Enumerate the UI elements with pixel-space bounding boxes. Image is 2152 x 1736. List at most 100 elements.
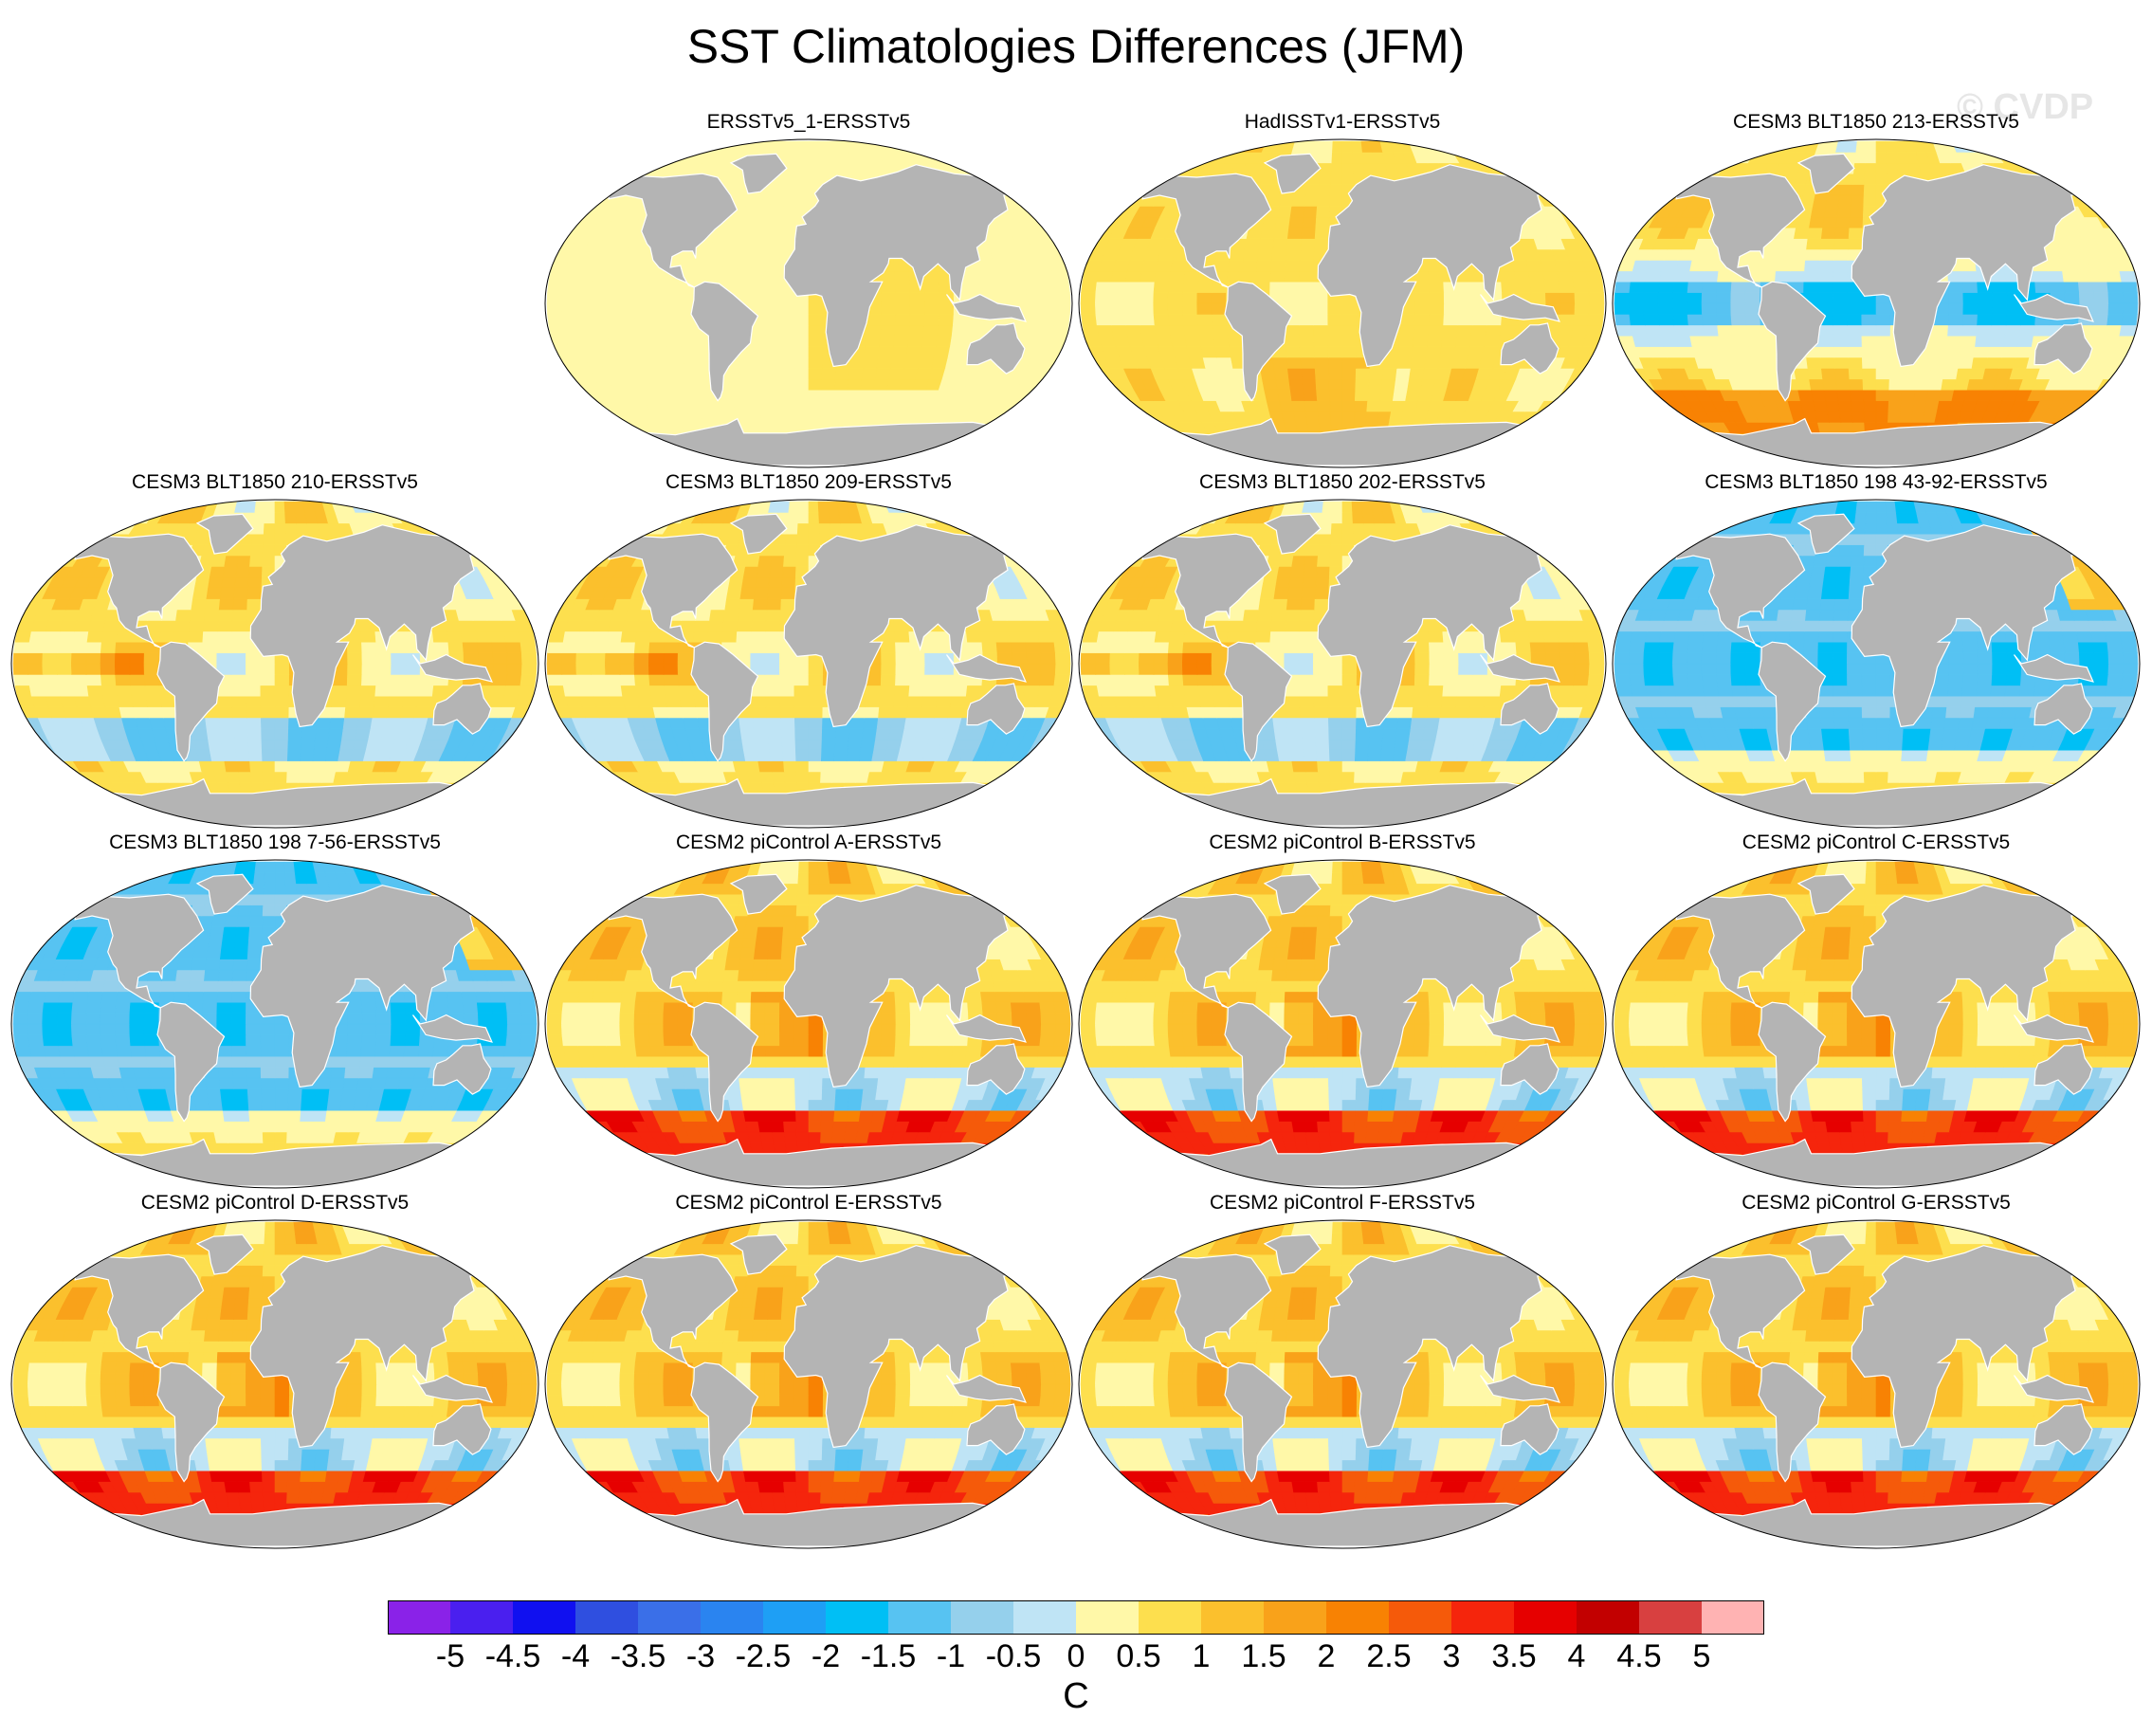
sst-cell (1299, 260, 1315, 272)
sst-cell (222, 749, 238, 761)
sst-cell (808, 173, 821, 185)
sst-difference-map (1078, 138, 1607, 468)
sst-cell (751, 260, 767, 272)
sst-cell (1305, 411, 1320, 423)
sst-cell (1541, 184, 1563, 196)
sst-cell (1760, 260, 1778, 272)
sst-cell (1646, 335, 1665, 347)
sst-cell (102, 501, 125, 513)
sst-cell (1643, 281, 1660, 293)
sst-cell (739, 238, 755, 250)
sst-cell (1082, 324, 1100, 337)
sst-cell (684, 728, 702, 740)
sst-cell (820, 400, 834, 412)
sst-cell (56, 652, 73, 665)
sst-cell (72, 522, 95, 535)
sst-cell (1806, 356, 1822, 369)
sst-cell (191, 598, 208, 611)
sst-cell (1437, 356, 1454, 369)
sst-cell (796, 173, 810, 185)
sst-cell (1789, 270, 1805, 283)
sst-cell (923, 314, 940, 326)
sst-cell (217, 620, 233, 632)
map-border (10, 499, 539, 829)
sst-cell (1094, 302, 1111, 315)
sst-cell (1283, 422, 1299, 434)
sst-cell (666, 454, 687, 466)
sst-cell (2033, 270, 2051, 283)
sst-cell (1257, 248, 1273, 261)
sst-cell (1985, 356, 2002, 369)
sst-cell (219, 587, 236, 599)
sst-cell (977, 260, 995, 272)
sst-cell (1748, 346, 1765, 358)
sst-cell (1886, 162, 1899, 174)
sst-cell (1200, 140, 1221, 153)
sst-cell (1262, 378, 1278, 391)
sst-cell (192, 587, 209, 599)
sst-cell (254, 501, 266, 513)
sst-cell (143, 652, 159, 665)
sst-cell (741, 739, 757, 751)
sst-cell (1312, 302, 1329, 315)
sst-cell (234, 739, 249, 751)
sst-cell (588, 771, 611, 783)
sst-cell (299, 760, 314, 773)
sst-cell (1543, 281, 1560, 293)
sst-cell (1694, 454, 1717, 466)
sst-cell (768, 739, 783, 751)
sst-cell (1354, 389, 1369, 401)
sst-cell (230, 652, 246, 665)
sst-cell (1286, 227, 1304, 239)
sst-cell (721, 630, 738, 643)
sst-cell (149, 717, 166, 729)
sst-cell (1214, 346, 1231, 358)
sst-cell (1973, 346, 1990, 358)
sst-cell (1630, 324, 1648, 337)
sst-cell (764, 292, 780, 304)
sst-cell (1854, 152, 1867, 164)
sst-cell (414, 512, 436, 524)
sst-cell (312, 749, 328, 761)
sst-cell (1865, 152, 1877, 164)
sst-cell (1933, 314, 1949, 326)
sst-cell (2034, 162, 2056, 174)
sst-cell (684, 368, 702, 380)
sst-cell (620, 270, 638, 283)
sst-cell (1221, 454, 1240, 466)
sst-cell (1457, 314, 1474, 326)
sst-cell (978, 162, 1000, 174)
sst-cell (1211, 292, 1227, 304)
sst-cell (764, 630, 781, 643)
sst-cell (1125, 324, 1142, 337)
sst-cell (1183, 270, 1200, 283)
sst-cell (238, 771, 252, 783)
sst-cell (1745, 324, 1762, 337)
sst-cell (1299, 335, 1315, 347)
sst-cell (1823, 206, 1839, 218)
sst-cell (1039, 641, 1056, 653)
sst-cell (1541, 411, 1563, 423)
sst-cell (848, 356, 866, 369)
sst-cell (236, 555, 251, 567)
sst-cell (783, 411, 797, 423)
sst-cell (560, 652, 577, 665)
sst-cell (1123, 302, 1140, 315)
sst-cell (104, 706, 122, 719)
sst-cell (679, 260, 696, 272)
sst-cell (787, 152, 799, 164)
sst-cell (1330, 173, 1343, 185)
sst-cell (560, 292, 577, 304)
sst-cell (677, 314, 694, 326)
sst-cell (1211, 140, 1231, 153)
sst-cell (633, 302, 649, 315)
land-australia (966, 322, 1026, 375)
sst-cell (1722, 356, 1741, 369)
sst-cell (843, 771, 858, 783)
sst-cell (922, 324, 939, 337)
sst-cell (260, 706, 276, 719)
sst-cell (1213, 260, 1230, 272)
sst-cell (95, 793, 117, 805)
sst-difference-map (544, 499, 1073, 829)
sst-cell (1182, 314, 1199, 326)
